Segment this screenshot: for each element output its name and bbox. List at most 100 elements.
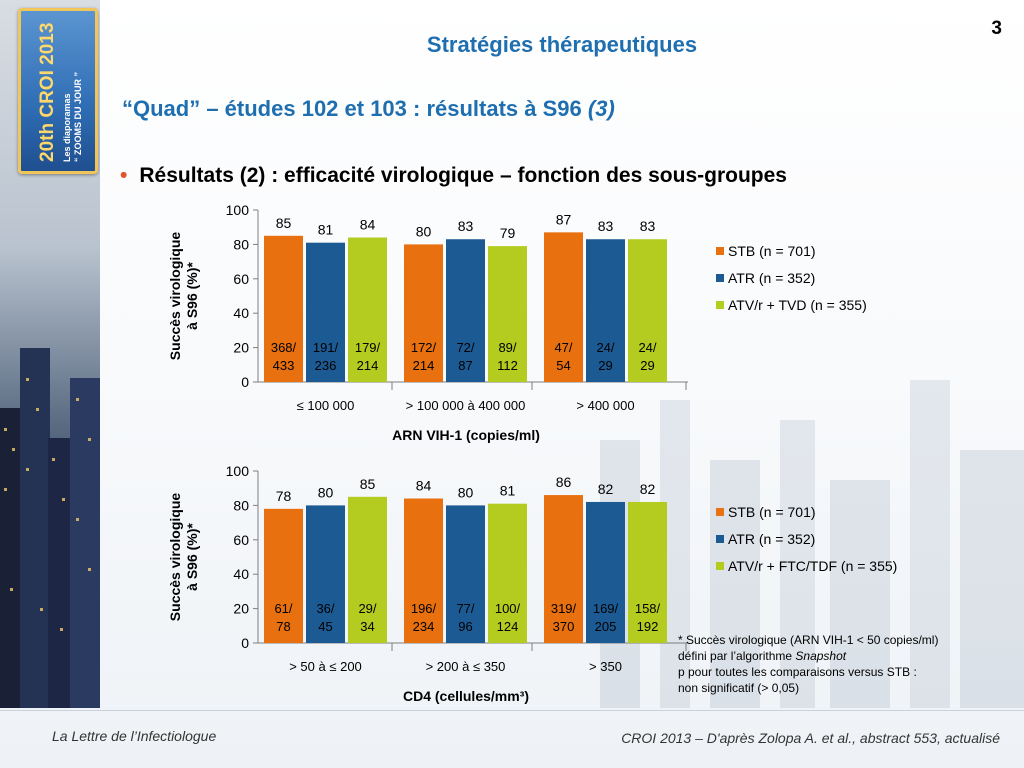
bar [404,244,443,382]
legend-label: ATR (n = 352) [728,531,815,547]
x-category-label: > 400 000 [576,398,634,413]
bar-count-denominator: 34 [360,619,374,634]
y-tick-label: 100 [226,463,250,479]
bar [488,503,527,643]
bar-count-denominator: 54 [556,358,570,373]
bar-value-label: 79 [500,225,516,241]
bar [544,495,583,643]
bar-count-denominator: 192 [637,619,659,634]
footer-divider [0,710,1024,711]
bar-value-label: 84 [360,217,376,233]
y-axis-label-line1: Succès virologique [167,232,183,361]
y-tick-label: 100 [226,202,250,218]
bar-count-denominator: 78 [276,619,290,634]
x-category-label: > 200 à ≤ 350 [426,659,506,674]
bar-count-numerator: 24/ [638,340,656,355]
legend-swatch [716,535,724,543]
legend-swatch [716,562,724,570]
bar [446,505,485,643]
bar-count-numerator: 158/ [635,601,661,616]
chart-1: Succès virologiqueà S96 (%)* 0 20 40 60 80 100… [167,202,867,443]
bar [348,496,387,643]
bar-count-denominator: 370 [553,619,575,634]
city-skyline-image [0,348,100,708]
bar [404,498,443,643]
bullet-point: • Résultats (2) : efficacité virologique … [120,164,787,187]
bar-value-label: 83 [598,218,614,234]
left-banner: 20th CROI 2013 Les diaporamas “ ZOOMS DU… [0,0,100,708]
bar-value-label: 82 [640,481,656,497]
bar-count-denominator: 234 [413,619,435,634]
bar [446,239,485,382]
bar-count-numerator: 191/ [313,340,339,355]
bar-count-numerator: 100/ [495,601,521,616]
y-axis-label: Succès virologiqueà S96 (%)* [167,493,200,622]
y-axis-label-line2: à S96 (%)* [184,523,200,591]
bar-count-denominator: 214 [413,358,435,373]
legend-label: STB (n = 701) [728,504,816,520]
y-tick-label: 40 [233,305,249,321]
bar-value-label: 83 [458,218,474,234]
x-category-label: > 100 000 à 400 000 [406,398,526,413]
legend-label: STB (n = 701) [728,243,816,259]
bar [628,501,667,643]
chart-2: Succès virologiqueà S96 (%)* 0 20 40 60 80 100… [167,463,897,704]
bar-value-label: 81 [318,222,334,238]
legend-swatch [716,508,724,516]
bar-value-label: 80 [416,223,432,239]
x-category-label: > 50 à ≤ 200 [289,659,362,674]
bar-value-label: 87 [556,211,572,227]
bar-value-label: 83 [640,218,656,234]
bar [264,508,303,643]
y-axis-label-line1: Succès virologique [167,493,183,622]
bar-value-label: 81 [500,483,516,499]
charts-area: Succès virologiqueà S96 (%)*020406080100… [167,202,897,704]
bar-count-denominator: 29 [598,358,612,373]
bar-value-label: 82 [598,481,614,497]
bar-count-numerator: 36/ [316,601,334,616]
bar-count-numerator: 368/ [271,340,297,355]
bar-value-label: 84 [416,478,432,494]
y-tick-label: 0 [241,374,249,390]
y-tick-label: 60 [233,271,249,287]
bar-count-denominator: 112 [497,358,518,373]
y-tick-label: 40 [233,566,249,582]
x-axis-label: ARN VIH-1 (copies/ml) [392,427,540,443]
bar [348,237,387,382]
footer-reference: CROI 2013 – D'après Zolopa A. et al., ab… [621,730,1000,746]
legend-label: ATR (n = 352) [728,270,815,286]
bar [628,239,667,382]
bar-value-label: 85 [276,215,292,231]
y-tick-label: 0 [241,635,249,651]
bar-count-numerator: 72/ [456,340,474,355]
bar-count-denominator: 29 [640,358,654,373]
bar-count-numerator: 89/ [498,340,516,355]
bar-count-numerator: 24/ [596,340,614,355]
bar-count-denominator: 433 [273,358,295,373]
bar-count-numerator: 319/ [551,601,577,616]
bar [264,235,303,382]
bar-count-denominator: 205 [595,619,617,634]
legend-label: ATV/r + TVD (n = 355) [728,297,867,313]
y-axis-label-line2: à S96 (%)* [184,262,200,330]
croi-logo-text: 20th CROI 2013 [37,22,58,162]
y-tick-label: 20 [233,601,249,617]
x-axis-label: CD4 (cellules/mm³) [403,688,529,704]
bar-count-numerator: 179/ [355,340,381,355]
legend-swatch [716,274,724,282]
bar-count-numerator: 196/ [411,601,437,616]
legend-swatch [716,247,724,255]
bar-count-numerator: 77/ [456,601,474,616]
bar-count-denominator: 45 [318,619,332,634]
y-tick-label: 80 [233,236,249,252]
legend-swatch [716,301,724,309]
bar-count-denominator: 124 [497,619,519,634]
bar-count-denominator: 236 [315,358,337,373]
x-category-label: ≤ 100 000 [297,398,355,413]
bar-value-label: 80 [458,484,474,500]
page-number: 3 [991,18,1002,39]
bar-count-numerator: 169/ [593,601,619,616]
footer-journal: La Lettre de l’Infectiologue [52,728,217,744]
bar [488,246,527,382]
bar-count-denominator: 87 [458,358,472,373]
